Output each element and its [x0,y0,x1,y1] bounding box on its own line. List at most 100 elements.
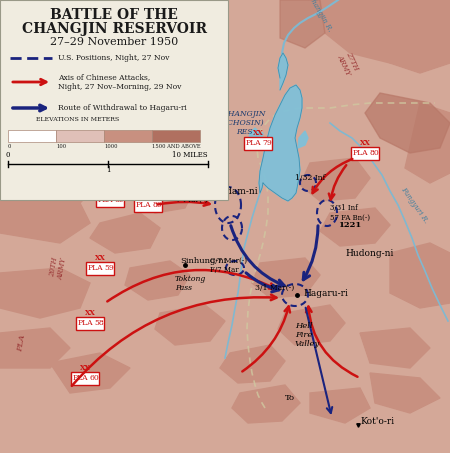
Polygon shape [380,0,450,73]
Text: 79: 79 [262,139,272,147]
Polygon shape [0,328,70,368]
Text: 1: 1 [106,166,110,174]
Text: Hagaru-ri: Hagaru-ri [303,289,348,298]
Polygon shape [345,0,390,43]
Bar [76,317,104,329]
Text: XX: XX [104,186,115,194]
Polygon shape [135,173,195,213]
Text: 20TH
ARMY: 20TH ARMY [48,255,68,280]
Text: Hell
Fire
Valley: Hell Fire Valley [295,322,320,348]
Polygon shape [75,133,145,178]
Text: XX: XX [360,139,370,147]
Bar [96,193,124,207]
Polygon shape [0,268,90,318]
Bar [152,130,200,142]
Text: XX: XX [80,364,90,372]
Text: 0: 0 [6,151,10,159]
Bar [71,371,99,385]
Polygon shape [0,0,80,83]
Polygon shape [90,213,160,253]
Text: PLA: PLA [352,149,368,157]
Polygon shape [30,163,100,203]
Polygon shape [50,353,130,393]
Text: CHANGJIN RESERVOIR: CHANGJIN RESERVOIR [22,22,207,36]
Text: 59: 59 [104,264,114,272]
Text: PLA: PLA [17,334,27,352]
Text: 80: 80 [369,149,379,157]
Text: 100: 100 [56,144,66,149]
Text: Hudong-ni: Hudong-ni [345,249,393,257]
Text: Route of Withdrawal to Hagaru-ri: Route of Withdrawal to Hagaru-ri [58,104,187,112]
Text: 3/1 Mar(-): 3/1 Mar(-) [255,284,294,292]
Text: Toktong
Pass: Toktong Pass [175,275,206,292]
Text: 89: 89 [114,196,124,204]
Text: 1221: 1221 [338,221,361,229]
Polygon shape [220,345,285,383]
Text: 1000: 1000 [104,144,117,149]
Polygon shape [320,208,390,246]
Text: PLA: PLA [135,201,151,209]
Text: 1/32 Inf: 1/32 Inf [295,174,325,182]
Polygon shape [155,305,225,345]
Polygon shape [370,373,440,413]
Bar [351,146,379,159]
Polygon shape [0,193,90,243]
Text: 89: 89 [152,201,162,209]
Text: XX: XX [143,191,153,199]
Text: Fungyuri R.: Fungyuri R. [400,185,430,225]
Polygon shape [300,158,370,201]
Text: 0: 0 [8,144,11,149]
Text: C/7 Mar(-)
F/7 Mar: C/7 Mar(-) F/7 Mar [210,256,247,274]
Text: XX: XX [85,309,95,317]
Bar [244,136,272,149]
Polygon shape [248,128,263,148]
Polygon shape [259,85,302,201]
Text: Axis of Chinese Attacks,
Night, 27 Nov–Morning, 29 Nov: Axis of Chinese Attacks, Night, 27 Nov–M… [58,73,181,91]
Polygon shape [280,0,325,48]
Text: PLA: PLA [72,374,88,382]
Bar [56,130,104,142]
Text: ELEVATIONS IN METERS: ELEVATIONS IN METERS [36,117,120,122]
Text: 10 MILES: 10 MILES [172,151,208,159]
Polygon shape [95,83,180,128]
Bar [104,130,152,142]
Polygon shape [390,243,450,308]
Polygon shape [0,0,80,83]
Text: U.S. Positions, Night, 27 Nov: U.S. Positions, Night, 27 Nov [58,54,169,62]
Bar [86,261,114,275]
Text: 1500 AND ABOVE: 1500 AND ABOVE [152,144,201,149]
Polygon shape [278,305,345,345]
Text: Changjin R.: Changjin R. [306,0,334,33]
Text: XX: XX [252,129,263,137]
Polygon shape [278,53,288,90]
Polygon shape [0,113,90,173]
Polygon shape [320,0,440,63]
Polygon shape [298,131,308,148]
Polygon shape [232,385,300,423]
Text: 3/31 Inf
57 FA Bn(-): 3/31 Inf 57 FA Bn(-) [330,204,370,222]
Text: BATTLE OF THE: BATTLE OF THE [50,8,178,22]
Text: Yudam-ni: Yudam-ni [215,187,257,196]
Polygon shape [252,258,320,298]
Polygon shape [360,328,430,368]
Polygon shape [405,103,450,183]
Polygon shape [110,23,190,68]
Text: Sinhung-ni: Sinhung-ni [180,257,226,265]
Text: PLA: PLA [87,264,103,272]
Text: To: To [285,394,295,402]
Text: PLA: PLA [77,319,93,327]
Text: 27–29 November 1950: 27–29 November 1950 [50,37,178,47]
Text: XX: XX [94,254,105,262]
Text: 27TH
ARMY: 27TH ARMY [336,49,360,77]
Text: 5 Mar
7 Mar(-): 5 Mar 7 Mar(-) [176,186,208,203]
Text: PLA: PLA [245,139,261,147]
Bar [8,130,56,142]
Text: 60: 60 [89,374,99,382]
Polygon shape [125,261,190,300]
Text: PLA: PLA [97,196,113,204]
Text: CHANGJIN
(CHOSIN)
RES: CHANGJIN (CHOSIN) RES [222,110,266,136]
Text: Kot'o-ri: Kot'o-ri [360,416,394,425]
Polygon shape [365,93,450,153]
Bar [134,198,162,212]
Text: 58: 58 [94,319,104,327]
